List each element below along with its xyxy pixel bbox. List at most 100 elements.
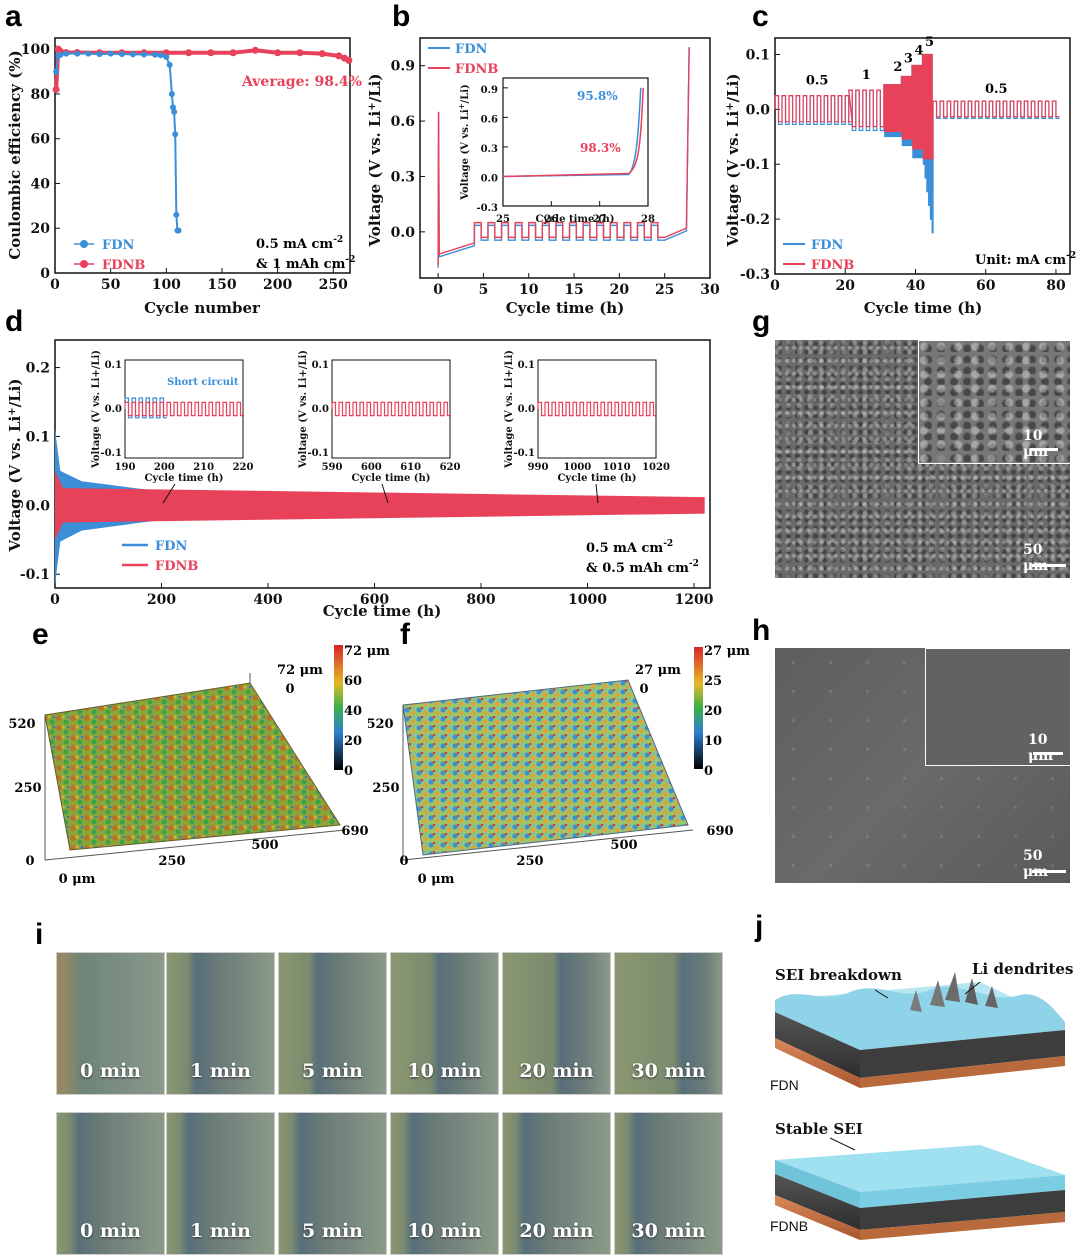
b-xtick: 15 — [564, 282, 583, 298]
f-labels-x3: 690 — [706, 824, 733, 839]
b-inset-ytick: 0.6 — [481, 114, 498, 125]
d-inset-ytick: 0.1 — [312, 360, 329, 371]
d-inset-ytick: 0.0 — [518, 404, 535, 415]
a-ytick: 40 — [31, 176, 51, 192]
photo-time-label: 5 min — [302, 1060, 363, 1082]
a-cond2: & 1 mAh cm-2 — [256, 255, 355, 272]
d-inset-arrow — [595, 483, 599, 504]
d-inset-ytick: -0.1 — [513, 448, 535, 459]
c-legend-fdn: FDN — [811, 238, 844, 253]
panel-label-j: j — [755, 910, 764, 943]
c-xtick: 40 — [906, 278, 926, 294]
d-xtick: 600 — [360, 592, 389, 608]
d-inset-xtick: 1010 — [603, 462, 631, 473]
c-rate-label: 1 — [862, 68, 871, 83]
j-stable-sei: Stable SEI — [775, 1120, 863, 1138]
e-labels-y1: 520 — [8, 717, 35, 732]
d-inset-ytick: 0.1 — [105, 360, 122, 371]
a-legend-fdn: FDN — [102, 238, 135, 253]
d-cond1: 0.5 mA cm-2 — [586, 539, 673, 556]
f-labels-origin: 0 μm — [418, 872, 455, 887]
f-labels-z: 27 μm — [635, 663, 681, 678]
photo-time-label: 0 min — [80, 1060, 141, 1082]
e-labels-x3: 690 — [341, 824, 368, 839]
map-e: 72 μm 0 520 250 0 250 500 690 0 μm 72 μm 60 40 20 0 — [8, 644, 390, 887]
a-ytick: 100 — [21, 42, 50, 58]
d-xtick: 1000 — [568, 592, 607, 608]
sem-h-main-scale: 50 μm — [1023, 848, 1048, 880]
b-inset-ytick: -0.3 — [476, 203, 498, 214]
d-inset-xtick: 200 — [154, 462, 175, 473]
sem-h-inset-scale: 10 μm — [1028, 732, 1054, 764]
a-point-fdn — [152, 51, 159, 58]
f-labels-colorbar-tick: 20 — [704, 704, 722, 719]
b-inset-xlabel: Cycle time (h) — [535, 214, 614, 225]
panel-label-d: d — [5, 305, 24, 338]
e-labels-zero: 0 — [285, 682, 294, 697]
c-series-fdnb — [774, 53, 1060, 160]
d-inset-ytick: -0.1 — [100, 448, 122, 459]
photo-time-label: 30 min — [631, 1220, 706, 1242]
a-ytick: 80 — [31, 87, 51, 103]
a-series-fdn — [55, 52, 179, 232]
photo-fdnb-2: 5 min — [278, 1112, 387, 1255]
photo-time-label: 10 min — [407, 1060, 482, 1082]
a-point-fdn — [171, 108, 178, 115]
c-xtick: 20 — [835, 278, 855, 294]
f-labels-colorbar-tick: 10 — [704, 734, 722, 749]
e-labels-z: 72 μm — [277, 663, 323, 678]
d-inset-xtick: 190 — [115, 462, 136, 473]
d-inset-ytick: 0.0 — [312, 404, 329, 415]
b-inset-xtick: 26 — [544, 214, 558, 225]
a-ytick: 0 — [40, 266, 50, 282]
c-unit: Unit: mA cm-2 — [975, 251, 1076, 268]
d-inset-ytick: 0.1 — [518, 360, 535, 371]
chart-d: 0 200 400 600 800 1000 1200 -0.1 0.0 0.1 0.2 Cycle… — [6, 339, 714, 620]
panel-label-i: i — [35, 918, 44, 951]
e-labels-colorbar-tick: 60 — [344, 674, 362, 689]
c-xtick: 80 — [1046, 278, 1066, 294]
c-rate-label: 3 — [904, 52, 913, 67]
d-inset-xlabel: Cycle time (h) — [144, 473, 223, 484]
f-labels-y2: 250 — [372, 781, 399, 796]
c-xtick: 60 — [976, 278, 996, 294]
a-point-fdn — [118, 51, 125, 58]
d-inset-ytick: -0.1 — [307, 448, 329, 459]
d-inset-ylabel: Voltage (V vs. Li+/Li) — [504, 350, 515, 469]
photo-fdnb-1: 1 min — [166, 1112, 275, 1255]
photo-fdn-1: 1 min — [166, 952, 275, 1095]
a-point-fdn — [129, 51, 136, 58]
sem-g-inset — [918, 340, 1070, 464]
a-point-fdnb — [345, 56, 353, 64]
d-inset-ylabel: Voltage (V vs. Li+/Li) — [298, 350, 309, 469]
a-xlabel: Cycle number — [144, 299, 261, 317]
sem-g-main-scale: 50 μm — [1023, 542, 1048, 574]
a-xtick: 50 — [101, 277, 121, 293]
d-inset-xlabel: Cycle time (h) — [557, 473, 636, 484]
a-point-fdnb — [52, 85, 60, 93]
b-ytick: 0.0 — [391, 225, 416, 241]
d-inset-xtick: 590 — [322, 462, 343, 473]
photo-time-label: 10 min — [407, 1220, 482, 1242]
c-ytick: 0.1 — [746, 47, 770, 63]
a-point-fdn — [53, 68, 60, 75]
a-point-fdnb — [229, 49, 237, 57]
panel-label-c: c — [752, 0, 769, 33]
c-ytick: 0.0 — [746, 102, 771, 118]
d-ytick: -0.1 — [20, 567, 50, 583]
b-xtick: 0 — [433, 282, 443, 298]
e-labels-colorbar-tick: 72 μm — [344, 644, 390, 659]
a-point-fdnb — [296, 49, 304, 57]
photo-time-label: 5 min — [302, 1220, 363, 1242]
b-xtick: 10 — [519, 282, 539, 298]
d-inset-ylabel: Voltage (V vs. Li+/Li) — [91, 350, 102, 469]
photo-time-label: 30 min — [631, 1060, 706, 1082]
c-rate-label: 0.5 — [806, 74, 829, 89]
b-inset: 25 26 27 28-0.30.00.30.60.9 Cycle time (h) … — [457, 77, 655, 225]
a-point-fdnb — [318, 50, 326, 58]
d-ytick: 0.1 — [26, 429, 50, 445]
sem-image-h: 10 μm 50 μm — [775, 648, 1070, 883]
e-labels-y0: 0 — [25, 854, 34, 869]
e-labels-x1: 250 — [158, 854, 185, 869]
d-inset-xtick: 600 — [361, 462, 382, 473]
